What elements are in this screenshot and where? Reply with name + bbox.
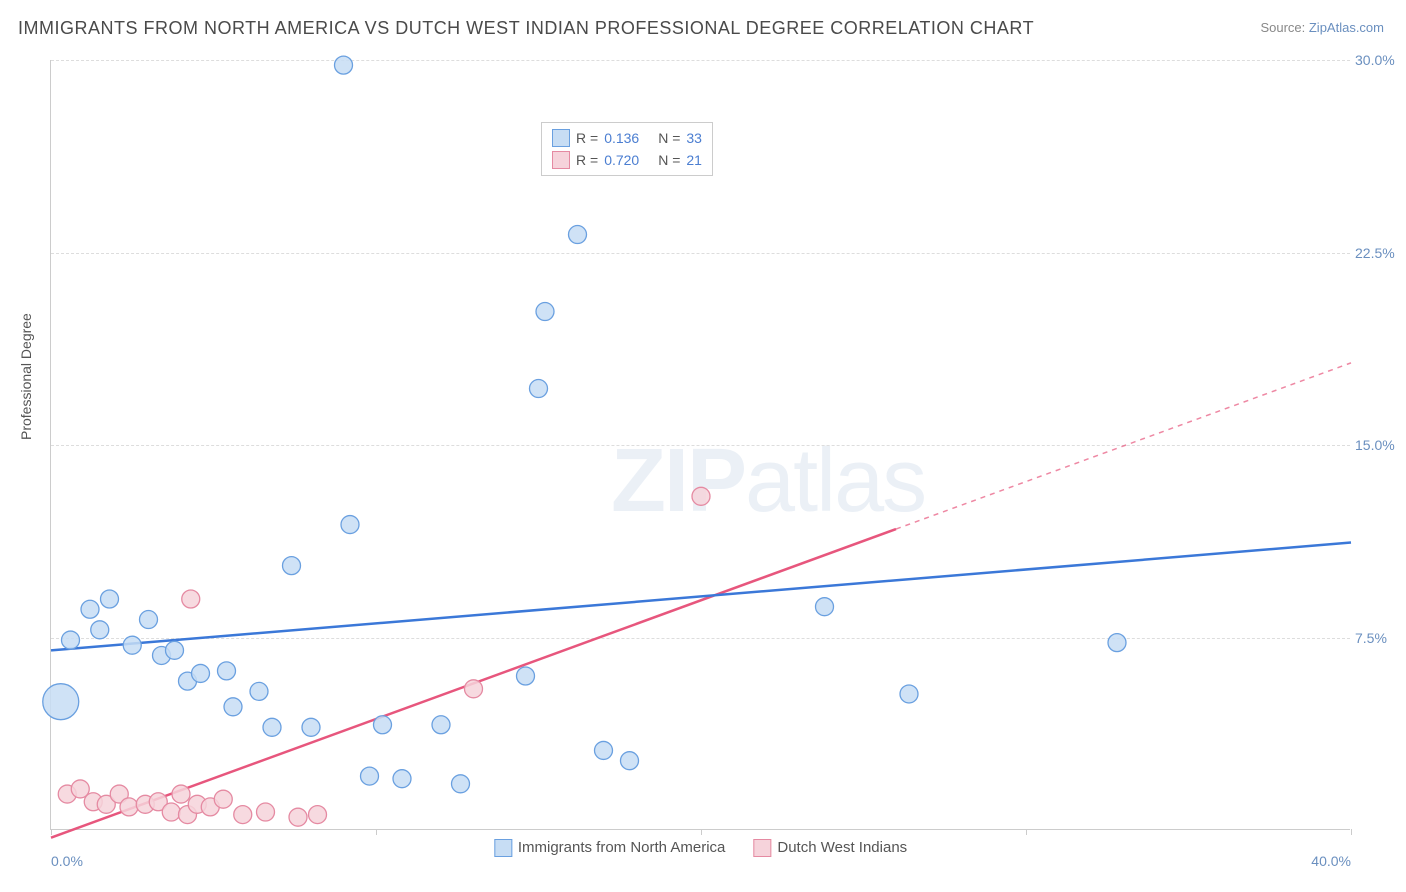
data-point-immigrants_na — [166, 641, 184, 659]
data-point-dutch_wi — [257, 803, 275, 821]
r-value-2: 0.720 — [604, 149, 652, 171]
x-tick — [1026, 829, 1027, 835]
data-point-immigrants_na — [536, 303, 554, 321]
y-tick-label: 15.0% — [1355, 437, 1406, 453]
source-attribution: Source: ZipAtlas.com — [1260, 20, 1384, 35]
legend-bottom-label-1: Immigrants from North America — [518, 839, 726, 856]
data-point-immigrants_na — [302, 718, 320, 736]
data-point-dutch_wi — [309, 806, 327, 824]
data-point-immigrants_na — [283, 557, 301, 575]
data-point-dutch_wi — [120, 798, 138, 816]
x-tick-label: 40.0% — [1311, 853, 1351, 869]
data-point-immigrants_na — [900, 685, 918, 703]
data-point-immigrants_na — [140, 611, 158, 629]
data-point-immigrants_na — [621, 752, 639, 770]
data-point-immigrants_na — [263, 718, 281, 736]
legend-bottom-item-1: Immigrants from North America — [494, 839, 726, 857]
source-link[interactable]: ZipAtlas.com — [1309, 20, 1384, 35]
n-value-2: 21 — [686, 149, 702, 171]
data-point-immigrants_na — [530, 380, 548, 398]
data-point-immigrants_na — [192, 664, 210, 682]
data-point-immigrants_na — [393, 770, 411, 788]
legend-correlation-box: R = 0.136 N = 33 R = 0.720 N = 21 — [541, 122, 713, 176]
data-point-immigrants_na — [432, 716, 450, 734]
data-point-immigrants_na — [452, 775, 470, 793]
data-point-immigrants_na — [341, 516, 359, 534]
data-point-immigrants_na — [43, 684, 79, 720]
data-point-immigrants_na — [101, 590, 119, 608]
chart-title: IMMIGRANTS FROM NORTH AMERICA VS DUTCH W… — [18, 18, 1034, 39]
data-point-immigrants_na — [224, 698, 242, 716]
legend-bottom-swatch-1 — [494, 839, 512, 857]
r-label: R = — [576, 149, 598, 171]
data-point-immigrants_na — [81, 600, 99, 618]
data-point-immigrants_na — [361, 767, 379, 785]
x-tick — [1351, 829, 1352, 835]
data-point-dutch_wi — [465, 680, 483, 698]
data-point-dutch_wi — [289, 808, 307, 826]
legend-row-series-2: R = 0.720 N = 21 — [552, 149, 702, 171]
x-tick — [701, 829, 702, 835]
data-point-immigrants_na — [335, 56, 353, 74]
data-point-dutch_wi — [214, 790, 232, 808]
legend-bottom-item-2: Dutch West Indians — [753, 839, 907, 857]
n-label: N = — [658, 127, 680, 149]
y-tick-label: 22.5% — [1355, 245, 1406, 261]
x-tick — [376, 829, 377, 835]
regression-line-immigrants_na — [51, 543, 1351, 651]
data-point-immigrants_na — [218, 662, 236, 680]
data-point-dutch_wi — [162, 803, 180, 821]
legend-swatch-2 — [552, 151, 570, 169]
legend-row-series-1: R = 0.136 N = 33 — [552, 127, 702, 149]
data-point-immigrants_na — [374, 716, 392, 734]
data-point-immigrants_na — [123, 636, 141, 654]
regression-line-dashed-dutch_wi — [896, 363, 1351, 529]
legend-bottom-label-2: Dutch West Indians — [777, 839, 907, 856]
data-point-immigrants_na — [62, 631, 80, 649]
data-point-immigrants_na — [1108, 634, 1126, 652]
data-point-dutch_wi — [234, 806, 252, 824]
n-label: N = — [658, 149, 680, 171]
n-value-1: 33 — [686, 127, 702, 149]
x-tick-label: 0.0% — [51, 853, 83, 869]
data-point-immigrants_na — [595, 741, 613, 759]
x-tick — [51, 829, 52, 835]
legend-bottom-swatch-2 — [753, 839, 771, 857]
data-point-dutch_wi — [692, 487, 710, 505]
r-value-1: 0.136 — [604, 127, 652, 149]
data-point-immigrants_na — [569, 226, 587, 244]
data-point-immigrants_na — [250, 682, 268, 700]
data-point-immigrants_na — [91, 621, 109, 639]
r-label: R = — [576, 127, 598, 149]
y-tick-label: 7.5% — [1355, 630, 1406, 646]
data-point-immigrants_na — [816, 598, 834, 616]
data-point-dutch_wi — [172, 785, 190, 803]
y-tick-label: 30.0% — [1355, 52, 1406, 68]
data-point-dutch_wi — [182, 590, 200, 608]
legend-bottom: Immigrants from North America Dutch West… — [494, 839, 907, 857]
data-point-immigrants_na — [517, 667, 535, 685]
legend-swatch-1 — [552, 129, 570, 147]
source-prefix: Source: — [1260, 20, 1308, 35]
y-axis-label: Professional Degree — [18, 313, 34, 440]
plot-area: ZIPatlas 7.5%15.0%22.5%30.0% R = 0.136 N… — [50, 60, 1350, 830]
